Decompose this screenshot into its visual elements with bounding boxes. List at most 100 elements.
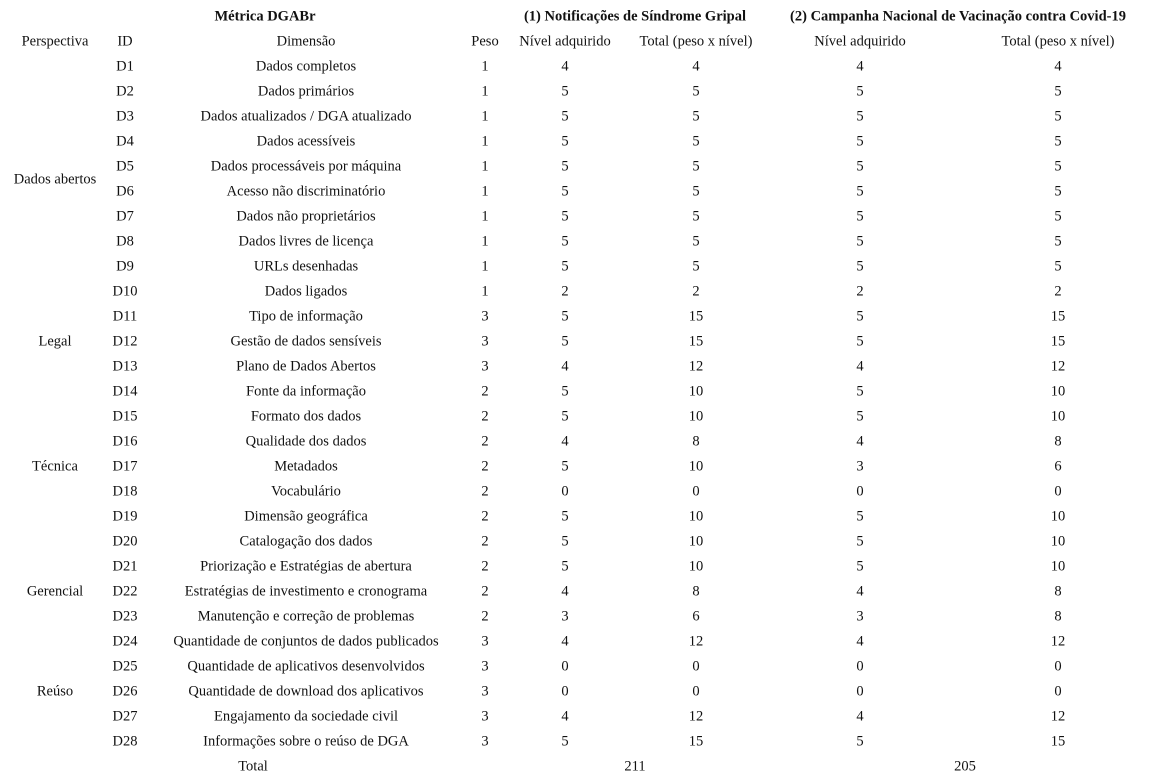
cell: 8 bbox=[692, 433, 700, 450]
cell: Dados livres de licença bbox=[238, 233, 374, 250]
cell: Dados ligados bbox=[264, 283, 348, 300]
cell: 10 bbox=[1050, 383, 1066, 400]
cell: 10 bbox=[688, 383, 704, 400]
cell: 4 bbox=[692, 58, 700, 75]
cell: D14 bbox=[112, 383, 138, 400]
cell: 5 bbox=[856, 208, 864, 225]
cell: 5 bbox=[561, 383, 569, 400]
cell: 1 bbox=[481, 58, 489, 75]
perspective: Técnica bbox=[32, 458, 78, 475]
cell: D10 bbox=[112, 283, 138, 300]
cell: 8 bbox=[1054, 433, 1062, 450]
cell: Estratégias de investimento e cronograma bbox=[184, 583, 428, 600]
cell: 5 bbox=[1054, 158, 1062, 175]
cell: Metadados bbox=[274, 458, 338, 475]
cell: 12 bbox=[1050, 358, 1066, 375]
cell: 2 bbox=[481, 583, 489, 600]
cell: D19 bbox=[112, 508, 138, 525]
cell: 5 bbox=[561, 158, 569, 175]
cell: Dados primários bbox=[257, 83, 355, 100]
cell: 0 bbox=[1054, 683, 1062, 700]
cell: D11 bbox=[112, 308, 138, 325]
cell: 2 bbox=[481, 433, 489, 450]
cell: 5 bbox=[561, 733, 569, 750]
cell: 10 bbox=[1050, 508, 1066, 525]
column-header: Total (peso x nível) bbox=[639, 33, 753, 50]
cell: 5 bbox=[561, 508, 569, 525]
cell: 0 bbox=[561, 683, 569, 700]
cell: Fonte da informação bbox=[246, 383, 366, 400]
cell: 3 bbox=[481, 358, 489, 375]
cell: Manutenção e correção de problemas bbox=[197, 608, 415, 625]
column-header: Nível adquirido bbox=[814, 33, 906, 50]
perspective: Reúso bbox=[36, 683, 74, 700]
cell: 0 bbox=[1054, 483, 1062, 500]
cell: D18 bbox=[112, 483, 138, 500]
cell: 0 bbox=[856, 483, 864, 500]
cell: 2 bbox=[1054, 283, 1062, 300]
perspective: Dados abertos bbox=[13, 171, 97, 187]
cell: D2 bbox=[116, 83, 134, 100]
cell: 5 bbox=[1054, 133, 1062, 150]
cell: 5 bbox=[561, 333, 569, 350]
cell: 10 bbox=[688, 558, 704, 575]
total-value: 205 bbox=[954, 758, 976, 775]
cell: D23 bbox=[112, 608, 138, 625]
cell: 10 bbox=[688, 458, 704, 475]
cell: 5 bbox=[1054, 83, 1062, 100]
cell: Dados acessíveis bbox=[256, 133, 356, 150]
cell: 12 bbox=[1050, 708, 1066, 725]
cell: 5 bbox=[1054, 183, 1062, 200]
cell: D22 bbox=[112, 583, 138, 600]
cell: 5 bbox=[856, 533, 864, 550]
cell: 8 bbox=[1054, 583, 1062, 600]
cell: 3 bbox=[561, 608, 569, 625]
cell: 0 bbox=[856, 683, 864, 700]
cell: 4 bbox=[561, 633, 569, 650]
cell: 6 bbox=[692, 608, 700, 625]
cell: 1 bbox=[481, 258, 489, 275]
column-header: Nível adquirido bbox=[519, 33, 611, 50]
cell: 5 bbox=[1054, 108, 1062, 125]
cell: 0 bbox=[561, 483, 569, 500]
perspective: Gerencial bbox=[26, 583, 84, 600]
cell: 5 bbox=[856, 133, 864, 150]
cell: 15 bbox=[1050, 333, 1066, 350]
cell: 2 bbox=[481, 608, 489, 625]
cell: 5 bbox=[692, 158, 700, 175]
cell: 5 bbox=[856, 308, 864, 325]
cell: 2 bbox=[481, 508, 489, 525]
cell: 3 bbox=[481, 633, 489, 650]
cell: 15 bbox=[688, 333, 704, 350]
cell: 3 bbox=[481, 683, 489, 700]
cell: D21 bbox=[112, 558, 138, 575]
cell: 5 bbox=[692, 133, 700, 150]
column-header: ID bbox=[117, 33, 133, 50]
cell: Quantidade de conjuntos de dados publica… bbox=[173, 633, 439, 650]
cell: 5 bbox=[561, 133, 569, 150]
cell: 2 bbox=[481, 408, 489, 425]
cell: Quantidade de aplicativos desenvolvidos bbox=[187, 658, 425, 675]
cell: 5 bbox=[561, 183, 569, 200]
cell: Priorização e Estratégias de abertura bbox=[200, 558, 412, 575]
cell: 5 bbox=[856, 408, 864, 425]
cell: 5 bbox=[856, 383, 864, 400]
cell: 10 bbox=[1050, 408, 1066, 425]
cell: 5 bbox=[856, 733, 864, 750]
cell: Engajamento da sociedade civil bbox=[214, 708, 398, 725]
cell: 1 bbox=[481, 208, 489, 225]
cell: D3 bbox=[116, 108, 134, 125]
cell: 3 bbox=[481, 708, 489, 725]
cell: D25 bbox=[112, 658, 138, 675]
cell: Vocabulário bbox=[271, 483, 341, 500]
cell: 5 bbox=[1054, 208, 1062, 225]
cell: Dados atualizados / DGA atualizado bbox=[200, 108, 412, 125]
cell: Dados processáveis por máquina bbox=[210, 158, 402, 175]
cell: D28 bbox=[112, 733, 138, 750]
cell: D16 bbox=[112, 433, 138, 450]
total-value: 211 bbox=[624, 758, 646, 775]
cell: Formato dos dados bbox=[250, 408, 362, 425]
cell: Catalogação dos dados bbox=[239, 533, 373, 550]
cell: 4 bbox=[561, 433, 569, 450]
perspective: Legal bbox=[38, 333, 72, 350]
